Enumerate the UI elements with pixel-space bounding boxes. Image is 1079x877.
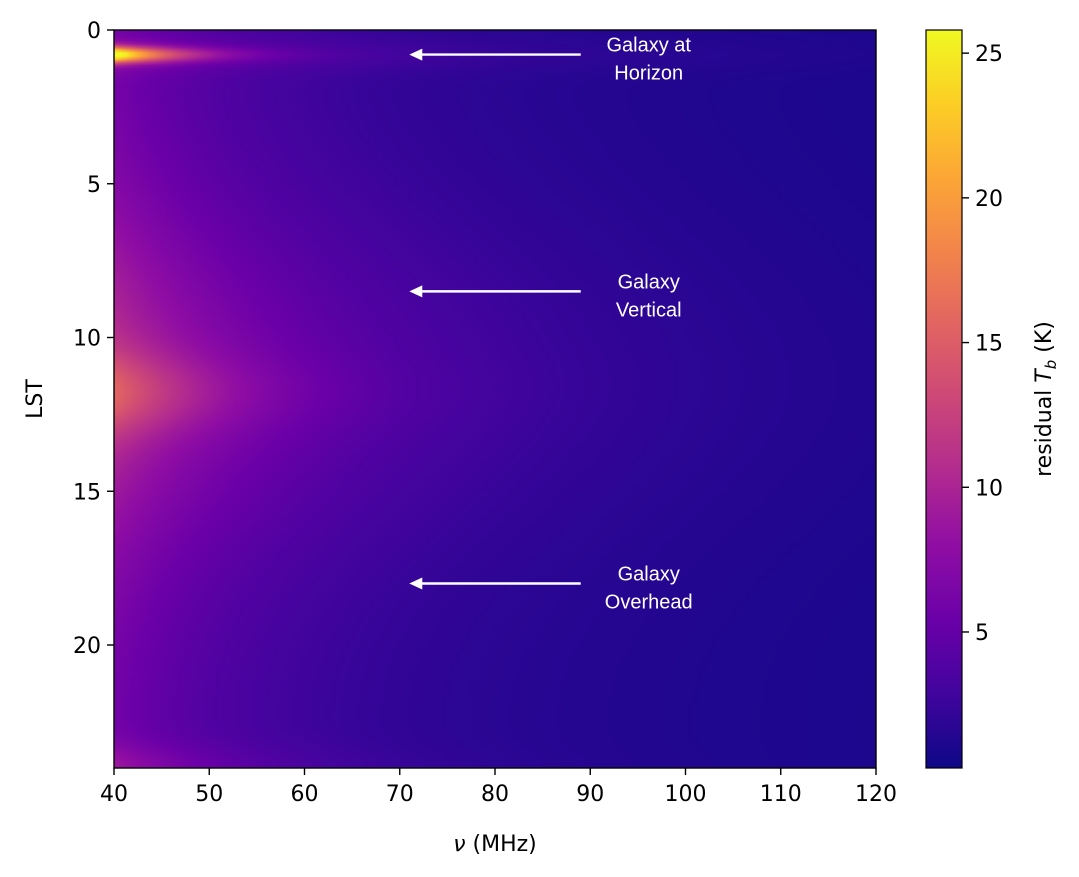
colorbar-tick-label: 5 (975, 621, 989, 646)
colorbar (925, 29, 963, 769)
y-axis-label: LST (23, 379, 48, 419)
annotation-text: Galaxy at (606, 35, 691, 57)
colorbar-tick-label: 25 (975, 42, 1003, 67)
colorbar-ticks: 5 10 15 20 25 (962, 42, 1003, 646)
x-axis-ticks: 40 50 60 70 80 90 100 110 120 (100, 768, 897, 807)
annotation-text: Galaxy (618, 271, 680, 293)
annotation-arrow-head (409, 577, 423, 590)
x-tick-label: 90 (576, 782, 604, 807)
y-tick-label: 10 (73, 327, 101, 352)
y-tick-label: 15 (73, 480, 101, 505)
annotation-arrow-head (409, 285, 423, 298)
x-axis-label: ν (MHz) (453, 832, 537, 857)
x-tick-label: 110 (760, 782, 802, 807)
colorbar-label: residual Tb (K) (1032, 321, 1060, 477)
x-tick-label: 80 (481, 782, 509, 807)
annotation-text: Overhead (605, 592, 693, 614)
annotation-text: Galaxy (618, 564, 680, 586)
annotation-arrow-head (409, 48, 423, 61)
x-tick-label: 40 (100, 782, 128, 807)
colorbar-tick-label: 10 (975, 476, 1003, 501)
y-tick-label: 5 (87, 173, 101, 198)
annotation-text: Horizon (614, 63, 683, 85)
annotation-text: Vertical (616, 299, 682, 321)
annotations: Galaxy at Horizon Galaxy Vertical Galaxy Over… (409, 35, 693, 614)
y-axis-ticks: 0 5 10 15 20 (73, 19, 114, 659)
heatmap-raster (114, 30, 876, 768)
x-tick-label: 70 (386, 782, 414, 807)
x-tick-label: 120 (855, 782, 897, 807)
heatmap-image (114, 30, 876, 768)
y-tick-label: 20 (73, 634, 101, 659)
x-tick-label: 50 (195, 782, 223, 807)
x-tick-label: 100 (665, 782, 707, 807)
x-tick-label: 60 (291, 782, 319, 807)
colorbar-tick-label: 20 (975, 187, 1003, 212)
y-tick-label: 0 (87, 19, 101, 44)
colorbar-tick-label: 15 (975, 332, 1003, 357)
